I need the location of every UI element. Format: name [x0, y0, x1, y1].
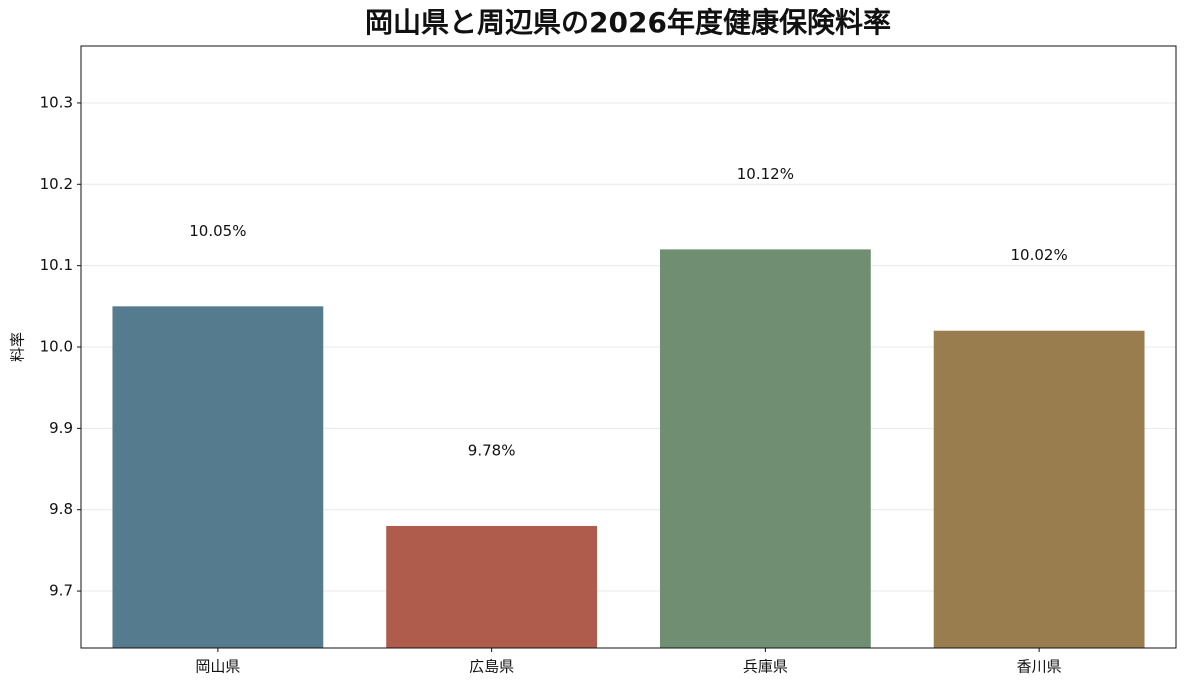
plot — [81, 102, 1176, 648]
value-label: 9.78% — [468, 441, 516, 459]
y-tick-label: 9.9 — [49, 419, 73, 437]
bar — [933, 330, 1145, 648]
x-tick-label: 香川県 — [1017, 658, 1062, 676]
y-tick-label: 10.3 — [40, 93, 73, 111]
value-label: 10.02% — [1011, 246, 1068, 264]
x-tick-label: 岡山県 — [195, 658, 240, 676]
y-tick-label: 9.8 — [49, 500, 73, 518]
bar — [112, 306, 324, 648]
y-tick-label: 10.2 — [40, 175, 73, 193]
x-tick-label: 兵庫県 — [743, 658, 788, 676]
bar — [386, 525, 598, 648]
y-tick-label: 10.1 — [40, 256, 73, 274]
y-axis-label: 料率 — [9, 332, 27, 362]
value-label: 10.05% — [189, 222, 246, 240]
bar — [659, 249, 871, 648]
y-tick-label: 10.0 — [40, 338, 73, 356]
y-tick-label: 9.7 — [49, 582, 73, 600]
chart-title: 岡山県と周辺県の2026年度健康保険料率 — [365, 6, 891, 39]
x-tick-label: 広島県 — [469, 658, 514, 676]
plot-frame — [80, 45, 1177, 649]
value-label: 10.12% — [737, 165, 794, 183]
